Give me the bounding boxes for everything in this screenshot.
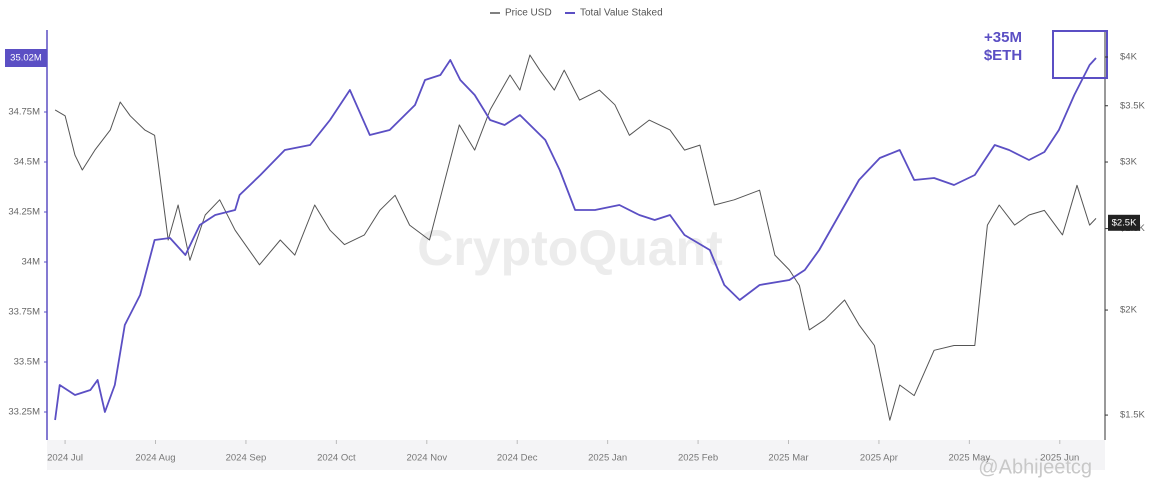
- legend-label: Total Value Staked: [580, 8, 663, 19]
- y-tick-label: 34.75M: [8, 107, 40, 118]
- y2-tick-label: $3K: [1120, 157, 1138, 168]
- y2-tick-label: $1.5K: [1120, 410, 1145, 421]
- x-axis-band: [47, 440, 1105, 470]
- y-tick-label: 34.25M: [8, 207, 40, 218]
- watermark: @Abhijeetcg: [978, 456, 1092, 478]
- current-value-label: 35.02M: [10, 53, 42, 64]
- series-line: [54, 54, 1097, 421]
- current-value-box: [5, 49, 47, 67]
- x-tick-label: 2025 Mar: [768, 453, 808, 464]
- annotation: +35M: [984, 29, 1022, 46]
- x-tick-label: 2024 Dec: [497, 453, 538, 464]
- y-tick-label: 33.75M: [8, 307, 40, 318]
- x-tick-label: 2024 Jul: [47, 453, 83, 464]
- y2-tick-label: $3.5K: [1120, 100, 1145, 111]
- x-tick-label: 2025 Apr: [860, 453, 898, 464]
- annotation: $ETH: [984, 47, 1022, 64]
- y-tick-label: 34.5M: [14, 157, 40, 168]
- legend: Price USD Total Value Staked: [490, 8, 663, 19]
- y-tick-label: 33.25M: [8, 407, 40, 418]
- x-tick-label: 2025 Jan: [588, 453, 627, 464]
- y-tick-label: 34M: [22, 257, 41, 268]
- x-tick-label: 2025 May: [948, 453, 990, 464]
- x-tick-label: 2024 Nov: [406, 453, 447, 464]
- x-tick-label: 2025 Feb: [678, 453, 718, 464]
- y-tick-label: 33.5M: [14, 357, 40, 368]
- legend-label: Price USD: [505, 8, 552, 19]
- x-tick-label: 2025 Jun: [1040, 453, 1079, 464]
- highlight-box: [1052, 30, 1108, 79]
- y2-tick-label: $4K: [1120, 52, 1138, 63]
- series-line: [54, 57, 1097, 421]
- x-tick-label: 2024 Sep: [226, 453, 267, 464]
- y2-tick-label: $2K: [1120, 305, 1138, 316]
- current-price-label: $2.5K: [1112, 217, 1137, 228]
- current-price-box: [1108, 214, 1140, 231]
- x-tick-label: 2024 Aug: [135, 453, 175, 464]
- x-tick-label: 2024 Oct: [317, 453, 356, 464]
- watermark: CryptoQuant: [417, 220, 723, 276]
